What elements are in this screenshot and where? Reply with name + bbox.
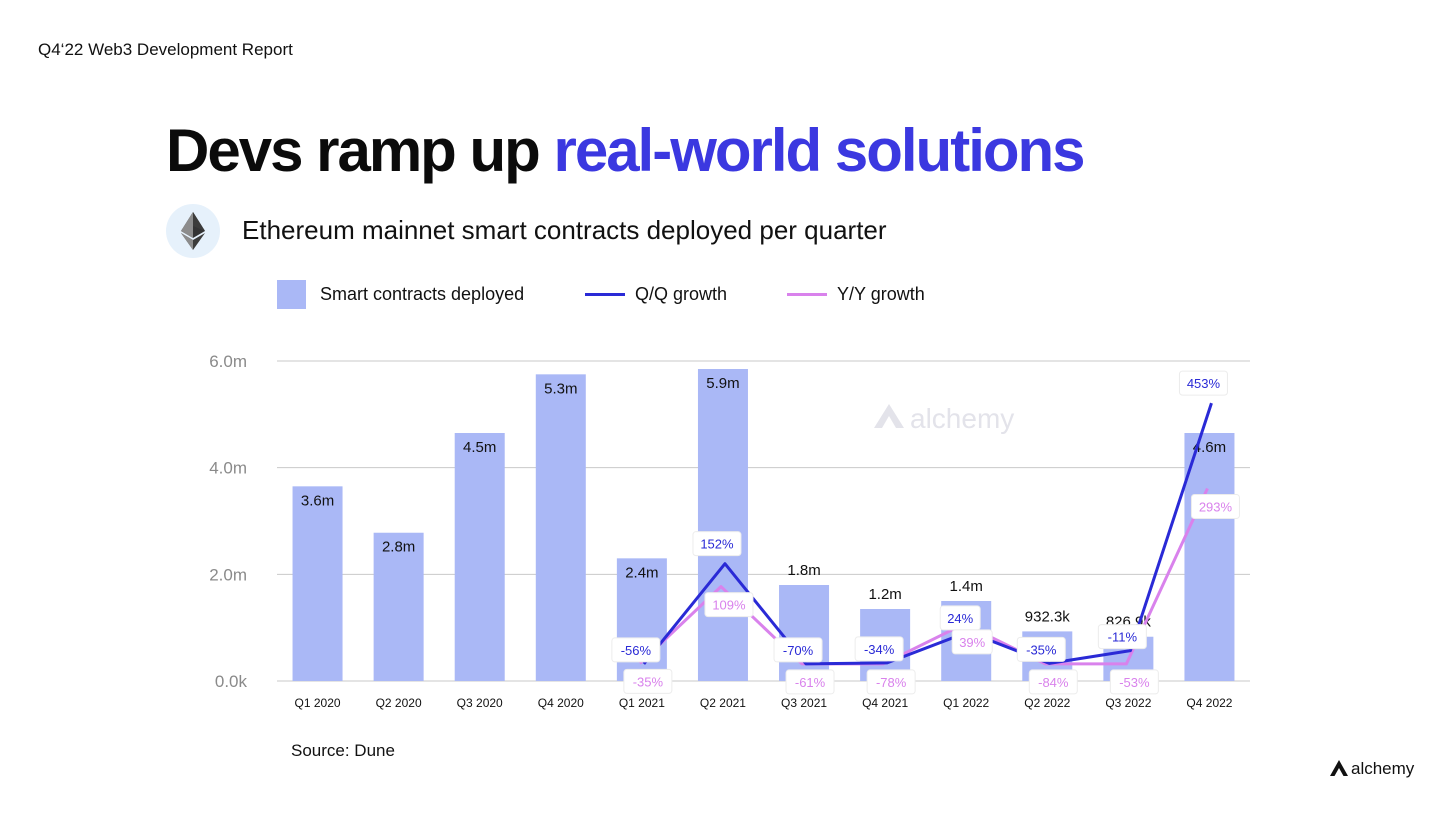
- x-tick-label: Q1 2022: [943, 696, 989, 710]
- bar-value-label: 1.2m: [868, 586, 901, 603]
- watermark-logo-icon: [874, 404, 904, 428]
- bar-value-label: 5.9m: [706, 375, 739, 392]
- qq-data-label: -34%: [864, 642, 895, 657]
- bar: [779, 585, 830, 681]
- yy-data-label: 293%: [1199, 499, 1233, 514]
- bar-value-label: 5.3m: [544, 380, 577, 397]
- qq-data-label: -11%: [1108, 630, 1138, 645]
- legend-swatch-bars: [277, 280, 306, 309]
- yy-data-label-box: [1190, 493, 1240, 519]
- yy-data-label: -78%: [876, 675, 907, 690]
- x-tick-label: Q2 2020: [376, 696, 422, 710]
- qq-growth-line: [642, 402, 1213, 666]
- x-tick-label: Q3 2022: [1105, 696, 1151, 710]
- qq-data-label-box: [1016, 636, 1066, 662]
- yy-data-label: 109%: [712, 598, 746, 613]
- qq-data-label: -35%: [1026, 642, 1057, 657]
- bar-value-label: 4.6m: [1193, 439, 1226, 456]
- x-tick-label: Q1 2021: [619, 696, 665, 710]
- yy-data-label-box: [866, 669, 916, 695]
- legend-label-bars: Smart contracts deployed: [320, 284, 525, 304]
- x-tick-label: Q3 2020: [457, 696, 503, 710]
- yy-data-label: -35%: [633, 674, 664, 689]
- yy-data-label-box: [785, 669, 835, 695]
- qq-data-label-box: [611, 637, 661, 663]
- brand-name: alchemy: [1351, 759, 1415, 778]
- chart-subtitle: Ethereum mainnet smart contracts deploye…: [242, 215, 887, 245]
- yy-data-label-box: [1028, 669, 1078, 695]
- bar: [697, 369, 748, 681]
- bar: [373, 532, 424, 681]
- yy-data-label: -61%: [795, 675, 826, 690]
- legend-label-yy: Y/Y growth: [837, 284, 925, 304]
- x-tick-label: Q1 2020: [295, 696, 341, 710]
- qq-data-label: 453%: [1187, 376, 1221, 391]
- bar-value-label: 2.4m: [625, 564, 658, 581]
- report-label: Q4‘22 Web3 Development Report: [38, 40, 293, 59]
- ethereum-icon: [166, 204, 220, 258]
- yy-data-label: -53%: [1119, 675, 1150, 690]
- y-tick-label: 2.0m: [209, 565, 247, 584]
- alchemy-logo-icon: [1330, 760, 1348, 776]
- bar-value-label: 1.4m: [950, 578, 983, 595]
- y-tick-label: 0.0k: [215, 672, 248, 691]
- x-tick-label: Q3 2021: [781, 696, 827, 710]
- yy-data-label-box: [623, 668, 673, 694]
- headline-accent: real-world solutions: [553, 117, 1085, 184]
- yy-data-label-box: [704, 592, 754, 618]
- qq-data-label-box: [773, 637, 823, 663]
- yy-data-label: 39%: [959, 635, 985, 650]
- legend-swatch-qq: [585, 293, 625, 296]
- x-tick-label: Q2 2022: [1024, 696, 1070, 710]
- qq-data-label: -70%: [783, 643, 814, 658]
- headline: Devs ramp up real-world solutions: [166, 116, 1086, 185]
- bar: [454, 433, 505, 681]
- qq-data-label-box: [692, 531, 742, 557]
- yy-data-label-box: [1109, 669, 1159, 695]
- y-tick-label: 4.0m: [209, 459, 247, 478]
- x-tick-label: Q4 2022: [1186, 696, 1232, 710]
- bar: [535, 374, 586, 681]
- y-tick-label: 6.0m: [209, 352, 247, 371]
- legend-label-qq: Q/Q growth: [635, 284, 728, 304]
- qq-data-label: 24%: [947, 611, 973, 626]
- bar: [1184, 433, 1235, 681]
- headline-plain: Devs ramp up: [166, 117, 554, 184]
- yy-data-label-box: [951, 629, 993, 655]
- bar-value-label: 1.8m: [787, 562, 820, 579]
- x-tick-label: Q2 2021: [700, 696, 746, 710]
- source-note: Source: Dune: [291, 741, 395, 760]
- bar-value-label: 4.5m: [463, 439, 496, 456]
- qq-data-label-box: [1097, 624, 1147, 650]
- legend-swatch-yy: [787, 293, 827, 296]
- qq-data-label: 152%: [700, 537, 734, 552]
- watermark: alchemy: [910, 403, 1014, 434]
- qq-data-label: -56%: [621, 643, 652, 658]
- x-tick-label: Q4 2020: [538, 696, 584, 710]
- qq-data-label-box: [854, 636, 904, 662]
- bar-value-label: 2.8m: [382, 539, 415, 556]
- x-tick-label: Q4 2021: [862, 696, 908, 710]
- yy-data-label: -84%: [1038, 675, 1069, 690]
- bar: [292, 486, 343, 681]
- bar-value-label: 3.6m: [301, 492, 334, 509]
- qq-data-label-box: [1178, 370, 1228, 396]
- bar-value-label: 932.3k: [1025, 608, 1071, 625]
- brand-logo: alchemy: [1330, 759, 1414, 779]
